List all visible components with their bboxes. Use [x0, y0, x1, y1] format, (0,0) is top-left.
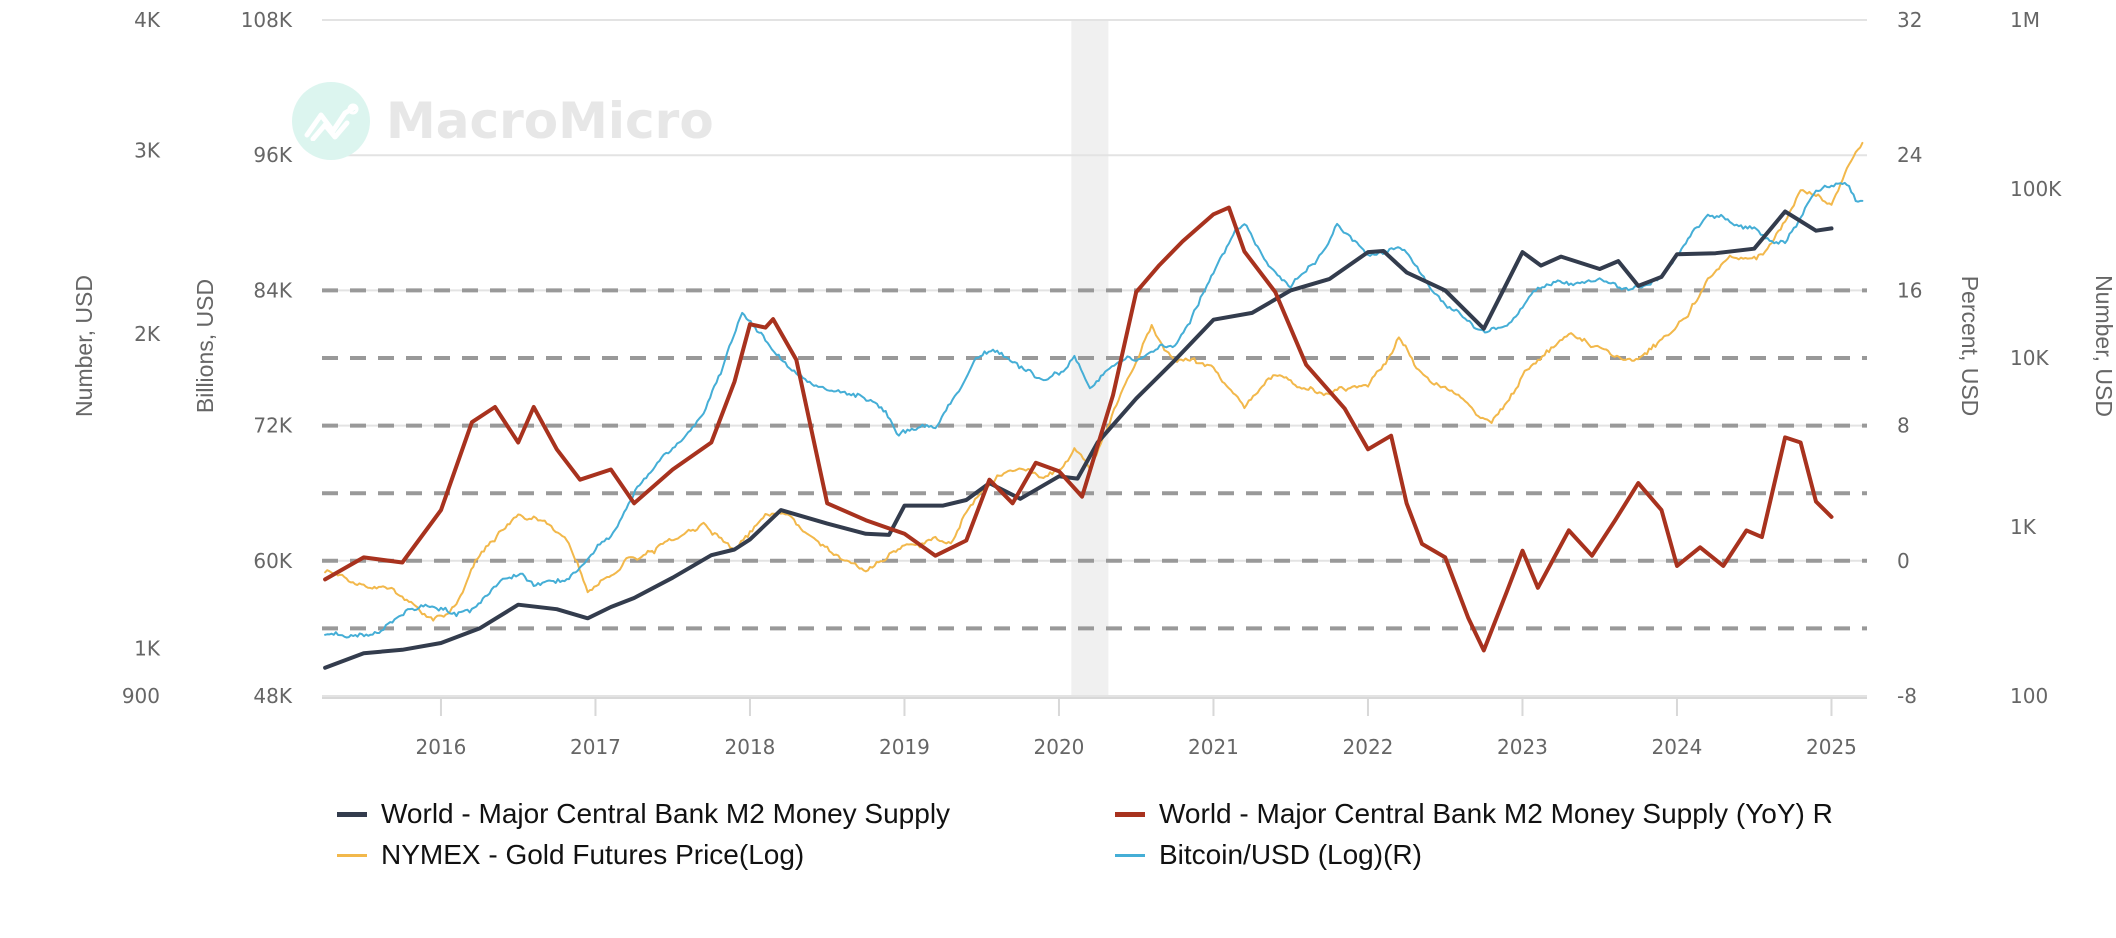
- x-tick-label: 2017: [570, 735, 621, 759]
- btc-axis-tick-label: 100: [2010, 684, 2048, 708]
- m2-axis-tick-label: 108K: [241, 8, 293, 32]
- legend-item-m2[interactable]: World - Major Central Bank M2 Money Supp…: [337, 798, 950, 830]
- x-tick-label: 2023: [1497, 735, 1548, 759]
- btc-axis-tick-label: 100K: [2010, 177, 2062, 201]
- gold-axis-tick-label: 2K: [134, 322, 161, 346]
- yoy-axis-tick-label: -8: [1897, 684, 1917, 708]
- legend-item-bitcoin[interactable]: Bitcoin/USD (Log)(R): [1115, 839, 1422, 871]
- btc-axis-tick-label: 1K: [2010, 515, 2037, 539]
- gold-axis-tick-label: 3K: [134, 138, 161, 162]
- m2-axis-tick-label: 84K: [253, 278, 292, 302]
- gold-axis-tick-label: 4K: [134, 8, 161, 32]
- yoy-axis-tick-label: 24: [1897, 143, 1922, 167]
- btc-axis-title: Number, USD: [2091, 275, 2116, 417]
- legend-label-gold: NYMEX - Gold Futures Price(Log): [381, 839, 805, 870]
- x-axis: 2016 2017 2018 2019 2020 2021 2022 2023 2024 2025: [322, 697, 1867, 759]
- legend-item-gold[interactable]: NYMEX - Gold Futures Price(Log): [337, 839, 804, 871]
- yoy-axis-tick-label: 0: [1897, 549, 1910, 573]
- x-tick-label: 2016: [416, 735, 467, 759]
- x-tick-label: 2019: [879, 735, 930, 759]
- m2-axis-tick-label: 96K: [253, 143, 292, 167]
- series-line-m2-yoy[interactable]: [323, 205, 1834, 653]
- x-tick-label: 2020: [1034, 735, 1085, 759]
- m2-axis-tick-label: 72K: [253, 414, 292, 438]
- series-line-m2[interactable]: [323, 209, 1834, 670]
- legend: World - Major Central Bank M2 Money Supp…: [0, 790, 2116, 910]
- legend-swatch-gold: [337, 853, 367, 857]
- x-tick-label: 2022: [1343, 735, 1394, 759]
- y-axes: 900 1K 2K 3K 4K Number, USD 48K 60K 72K 84K 96K 108…: [71, 8, 2116, 708]
- yoy-axis-tick-label: 16: [1897, 278, 1922, 302]
- series-group: [323, 141, 1864, 670]
- x-tick-label: 2025: [1806, 735, 1857, 759]
- yoy-axis-tick-label: 8: [1897, 414, 1910, 438]
- x-tick-label: 2021: [1188, 735, 1239, 759]
- gold-axis-tick-label: 1K: [134, 636, 161, 660]
- gridlines: [322, 19, 1867, 697]
- m2-axis-tick-label: 60K: [253, 549, 292, 573]
- legend-label-m2: World - Major Central Bank M2 Money Supp…: [381, 798, 951, 829]
- legend-label-m2-yoy: World - Major Central Bank M2 Money Supp…: [1159, 798, 1833, 829]
- legend-swatch-bitcoin: [1115, 853, 1145, 857]
- m2-axis-title: Billions, USD: [192, 279, 218, 413]
- gold-axis-title: Number, USD: [71, 275, 97, 417]
- yoy-axis-title: Percent, USD: [1957, 276, 1983, 417]
- legend-label-bitcoin: Bitcoin/USD (Log)(R): [1159, 839, 1422, 870]
- btc-axis-tick-label: 1M: [2010, 8, 2040, 32]
- legend-item-m2-yoy[interactable]: World - Major Central Bank M2 Money Supp…: [1115, 798, 1833, 830]
- yoy-axis-tick-label: 32: [1897, 8, 1922, 32]
- legend-swatch-m2: [337, 811, 367, 817]
- x-tick-label: 2024: [1652, 735, 1703, 759]
- gold-axis-tick-label: 900: [122, 684, 160, 708]
- m2-axis-tick-label: 48K: [253, 684, 292, 708]
- series-line-bitcoin[interactable]: [324, 181, 1864, 639]
- btc-axis-tick-label: 10K: [2010, 346, 2049, 370]
- x-tick-label: 2018: [725, 735, 776, 759]
- legend-swatch-m2-yoy: [1115, 811, 1145, 817]
